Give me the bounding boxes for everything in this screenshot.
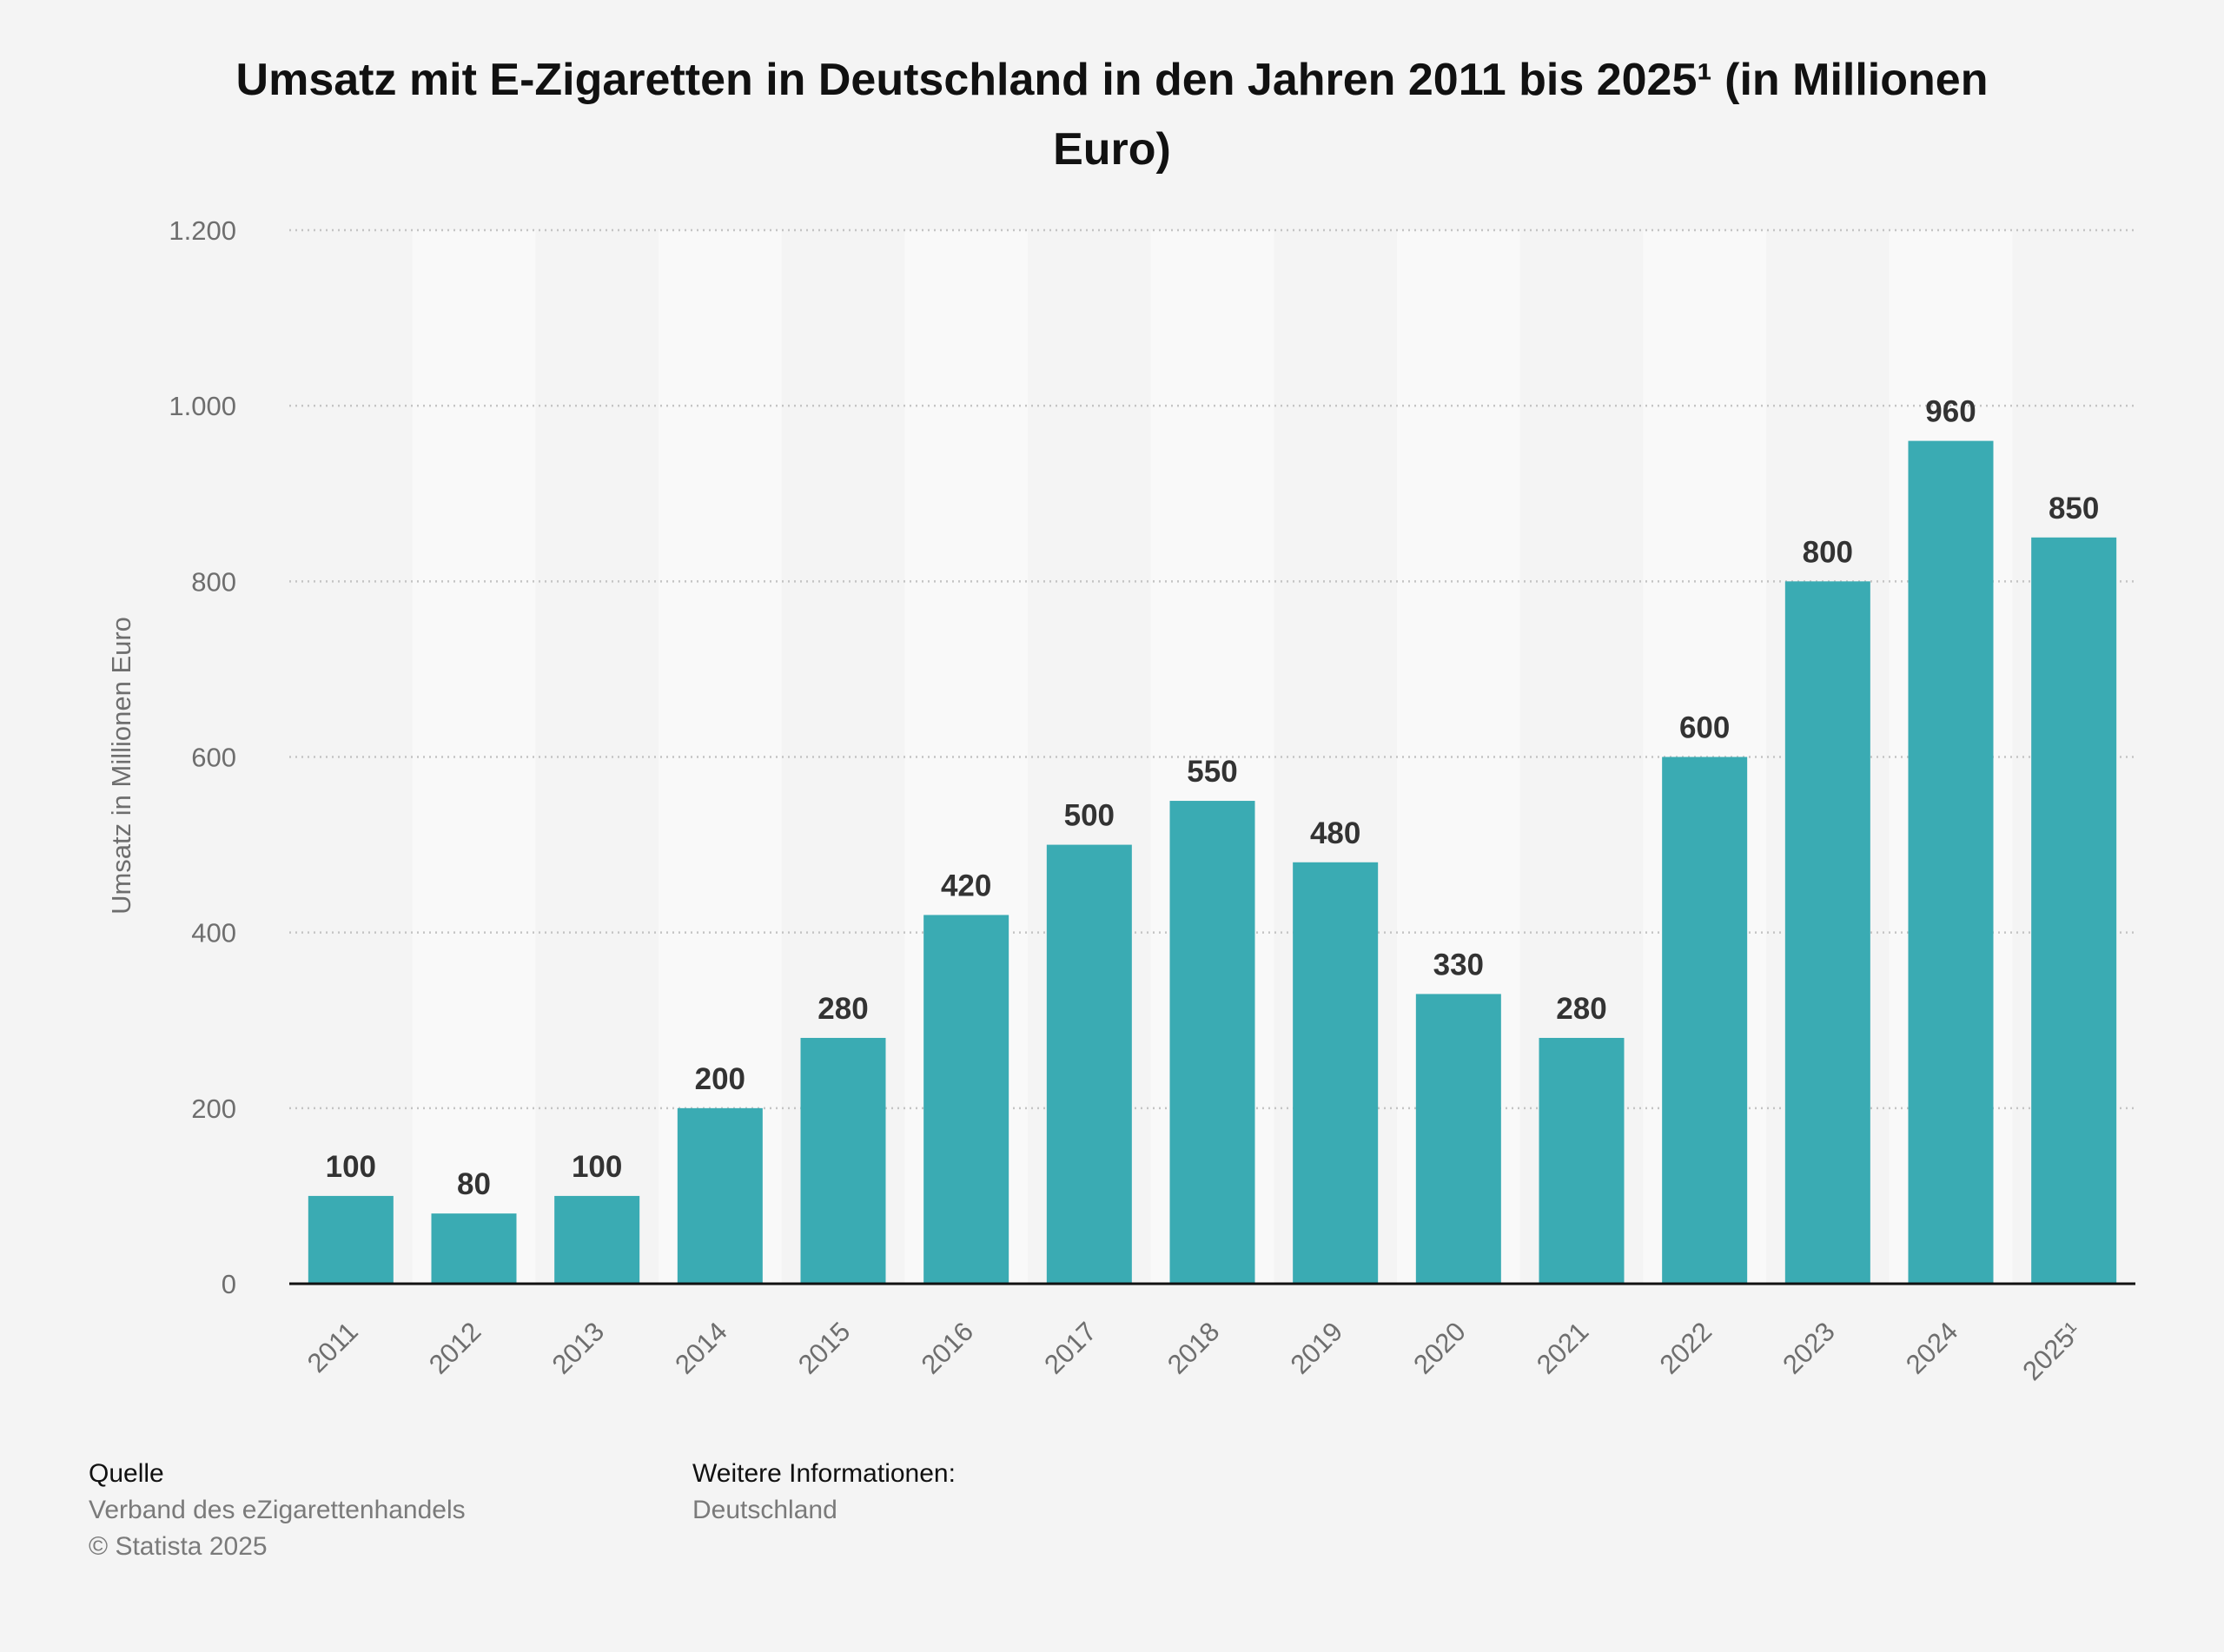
- data-label: 80: [457, 1167, 491, 1201]
- y-tick-label: 600: [191, 743, 236, 773]
- bar: [1169, 801, 1255, 1284]
- y-tick-label: 1.000: [169, 391, 236, 421]
- bar: [1293, 862, 1379, 1284]
- bar: [554, 1195, 640, 1284]
- x-tick-label: 2020: [1407, 1316, 1472, 1380]
- x-tick-label: 2011: [301, 1316, 364, 1378]
- info-text: Deutschland: [692, 1496, 837, 1524]
- x-tick-label: 2013: [546, 1316, 611, 1380]
- x-tick-label: 2012: [423, 1316, 487, 1380]
- y-tick-label: 0: [222, 1269, 236, 1299]
- bar: [431, 1213, 517, 1284]
- source-block: Quelle Verband des eZigarettenhandels © …: [89, 1456, 466, 1565]
- bar: [308, 1195, 394, 1284]
- bar: [1539, 1037, 1625, 1284]
- bar: [2031, 537, 2117, 1284]
- y-axis-label: Umsatz in Millionen Euro: [106, 617, 136, 915]
- source-heading: Quelle: [89, 1459, 164, 1488]
- x-tick-label: 2014: [669, 1316, 733, 1380]
- info-block: Weitere Informationen: Deutschland: [692, 1456, 956, 1529]
- x-tick-label: 2015: [792, 1316, 857, 1380]
- y-tick-label: 200: [191, 1094, 236, 1124]
- x-tick-label: 2023: [1777, 1316, 1841, 1380]
- data-label: 850: [2049, 492, 2099, 525]
- data-label: 100: [326, 1150, 376, 1184]
- bar: [1046, 844, 1132, 1284]
- x-tick-label: 2022: [1654, 1316, 1718, 1380]
- source-text: Verband des eZigarettenhandels: [89, 1496, 466, 1524]
- bar: [1415, 994, 1501, 1284]
- bar: [923, 915, 1009, 1284]
- bars: [308, 440, 2117, 1285]
- bar: [677, 1107, 763, 1284]
- data-label: 600: [1679, 711, 1730, 745]
- data-label: 280: [817, 992, 868, 1026]
- bar: [1908, 440, 1994, 1285]
- x-axis-ticks: 2011 2012 2013 2014 2015 2016 2017 2018 2019 2020…: [301, 1316, 2087, 1386]
- chart-title: Umsatz mit E-Zigaretten in Deutschland i…: [235, 55, 1989, 175]
- data-label: 330: [1433, 948, 1484, 981]
- bar: [1784, 581, 1870, 1284]
- data-label: 960: [1925, 395, 1976, 429]
- x-tick-label: 2016: [916, 1316, 980, 1380]
- y-tick-label: 800: [191, 566, 236, 597]
- data-label: 200: [695, 1062, 745, 1096]
- x-tick-label: 2017: [1038, 1316, 1102, 1380]
- bar: [800, 1037, 886, 1284]
- data-label: 420: [941, 869, 991, 902]
- info-heading: Weitere Informationen:: [692, 1459, 956, 1488]
- y-tick-label: 1.200: [169, 215, 236, 246]
- y-tick-label: 400: [191, 918, 236, 948]
- data-label: 800: [1803, 535, 1853, 569]
- x-tick-label: 2025¹: [2016, 1316, 2087, 1386]
- data-label: 480: [1310, 816, 1360, 850]
- copyright-text: © Statista 2025: [89, 1532, 268, 1561]
- x-tick-label: 2024: [1900, 1316, 1964, 1380]
- data-label: 500: [1064, 799, 1115, 833]
- bar: [1662, 757, 1748, 1284]
- x-tick-label: 2019: [1285, 1316, 1349, 1380]
- data-label: 550: [1187, 755, 1237, 789]
- data-labels: 100 80 100 200 280 420 500 550 480 330 280 600 800 96…: [326, 395, 2100, 1202]
- y-axis-ticks: 0 200 400 600 800 1.000 1.200: [169, 215, 236, 1299]
- x-tick-label: 2018: [1162, 1316, 1226, 1380]
- data-label: 280: [1556, 992, 1606, 1026]
- x-tick-label: 2021: [1531, 1316, 1595, 1380]
- data-label: 100: [572, 1150, 622, 1184]
